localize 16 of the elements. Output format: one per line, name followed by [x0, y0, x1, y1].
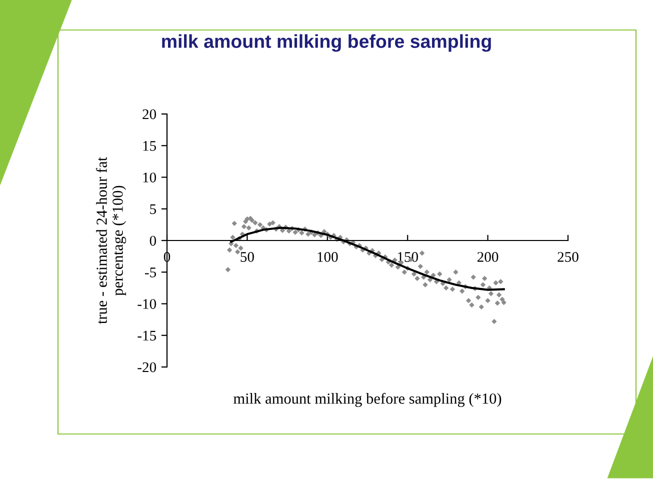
x-tick-label: 50 [240, 252, 254, 262]
y-tick-label: -15 [138, 330, 156, 341]
y-tick-label: 20 [142, 109, 156, 120]
y-tick-label: 5 [150, 204, 156, 214]
y-tick-label: 10 [143, 172, 156, 182]
x-tick-label: 200 [478, 252, 498, 262]
y-tick-label: 15 [143, 141, 156, 151]
y-tick-label: -10 [138, 299, 156, 309]
chart-title: milk amount milking before sampling [162, 34, 491, 52]
y-tick-label: -5 [144, 268, 156, 278]
y-axis-title: true - estimated 24-hour fat percentage (*100) [96, 157, 126, 324]
y-tick-label: 0 [150, 236, 156, 246]
x-tick-label: 250 [558, 252, 578, 262]
y-tick-label: -20 [138, 362, 156, 372]
x-axis-title: milk amount milking before sampling (*10) [234, 392, 502, 407]
x-tick-label: 100 [318, 252, 338, 262]
